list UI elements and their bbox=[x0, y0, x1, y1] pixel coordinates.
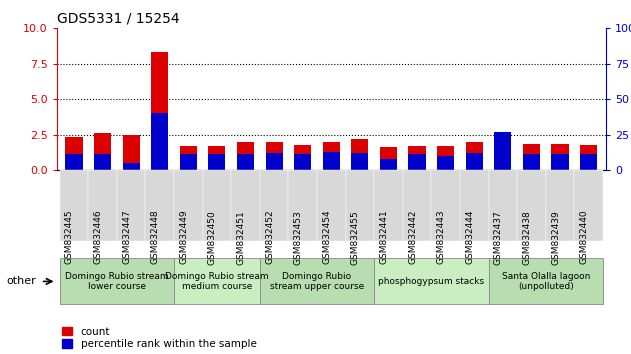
Bar bbox=[437, 146, 454, 170]
Bar bbox=[523, 144, 540, 170]
Text: GDS5331 / 15254: GDS5331 / 15254 bbox=[57, 12, 179, 26]
Bar bbox=[580, 145, 597, 170]
Bar bbox=[351, 153, 369, 170]
Bar bbox=[380, 159, 397, 170]
Bar bbox=[408, 154, 426, 170]
Text: GSM832438: GSM832438 bbox=[522, 210, 531, 264]
Text: GSM832445: GSM832445 bbox=[65, 210, 74, 264]
Text: Domingo Rubio
stream upper course: Domingo Rubio stream upper course bbox=[270, 272, 364, 291]
Text: GSM832452: GSM832452 bbox=[265, 210, 274, 264]
Bar bbox=[466, 153, 483, 170]
Bar bbox=[551, 154, 569, 170]
Bar bbox=[494, 132, 511, 170]
Bar bbox=[94, 133, 111, 170]
Bar bbox=[408, 146, 426, 170]
Bar bbox=[237, 154, 254, 170]
Bar bbox=[151, 113, 168, 170]
Bar bbox=[322, 142, 340, 170]
Text: GSM832451: GSM832451 bbox=[237, 210, 245, 264]
Text: GSM832444: GSM832444 bbox=[465, 210, 475, 264]
Text: GSM832449: GSM832449 bbox=[179, 210, 188, 264]
Legend: count, percentile rank within the sample: count, percentile rank within the sample bbox=[62, 327, 257, 349]
Text: GSM832440: GSM832440 bbox=[580, 210, 589, 264]
Bar bbox=[380, 147, 397, 170]
Bar bbox=[351, 139, 369, 170]
Text: Santa Olalla lagoon
(unpolluted): Santa Olalla lagoon (unpolluted) bbox=[502, 272, 590, 291]
Bar bbox=[122, 135, 139, 170]
Text: GSM832447: GSM832447 bbox=[122, 210, 131, 264]
Text: GSM832446: GSM832446 bbox=[93, 210, 102, 264]
Bar bbox=[494, 135, 511, 170]
Bar bbox=[122, 163, 139, 170]
Text: GSM832442: GSM832442 bbox=[408, 210, 417, 264]
Bar bbox=[266, 153, 283, 170]
Text: GSM832455: GSM832455 bbox=[351, 210, 360, 264]
Bar bbox=[551, 144, 569, 170]
Bar bbox=[180, 154, 197, 170]
Text: GSM832453: GSM832453 bbox=[293, 210, 303, 264]
Text: GSM832450: GSM832450 bbox=[208, 210, 217, 264]
Bar bbox=[237, 142, 254, 170]
Bar bbox=[523, 154, 540, 170]
Text: GSM832441: GSM832441 bbox=[379, 210, 389, 264]
Bar bbox=[294, 154, 311, 170]
Text: GSM832437: GSM832437 bbox=[494, 210, 503, 264]
Bar bbox=[322, 152, 340, 170]
Text: GSM832439: GSM832439 bbox=[551, 210, 560, 264]
Text: GSM832443: GSM832443 bbox=[437, 210, 445, 264]
Bar bbox=[208, 146, 225, 170]
Bar bbox=[266, 142, 283, 170]
Bar bbox=[437, 156, 454, 170]
Bar bbox=[580, 154, 597, 170]
Text: Domingo Rubio stream
medium course: Domingo Rubio stream medium course bbox=[165, 272, 269, 291]
Bar bbox=[466, 142, 483, 170]
Bar bbox=[294, 145, 311, 170]
Text: GSM832454: GSM832454 bbox=[322, 210, 331, 264]
Bar bbox=[180, 146, 197, 170]
Bar bbox=[94, 154, 111, 170]
Text: Domingo Rubio stream
lower course: Domingo Rubio stream lower course bbox=[65, 272, 168, 291]
Bar bbox=[66, 137, 83, 170]
Bar bbox=[151, 52, 168, 170]
Text: other: other bbox=[6, 276, 36, 286]
Text: GSM832448: GSM832448 bbox=[151, 210, 160, 264]
Text: phosphogypsum stacks: phosphogypsum stacks bbox=[379, 277, 485, 286]
Bar bbox=[66, 154, 83, 170]
Bar bbox=[208, 154, 225, 170]
